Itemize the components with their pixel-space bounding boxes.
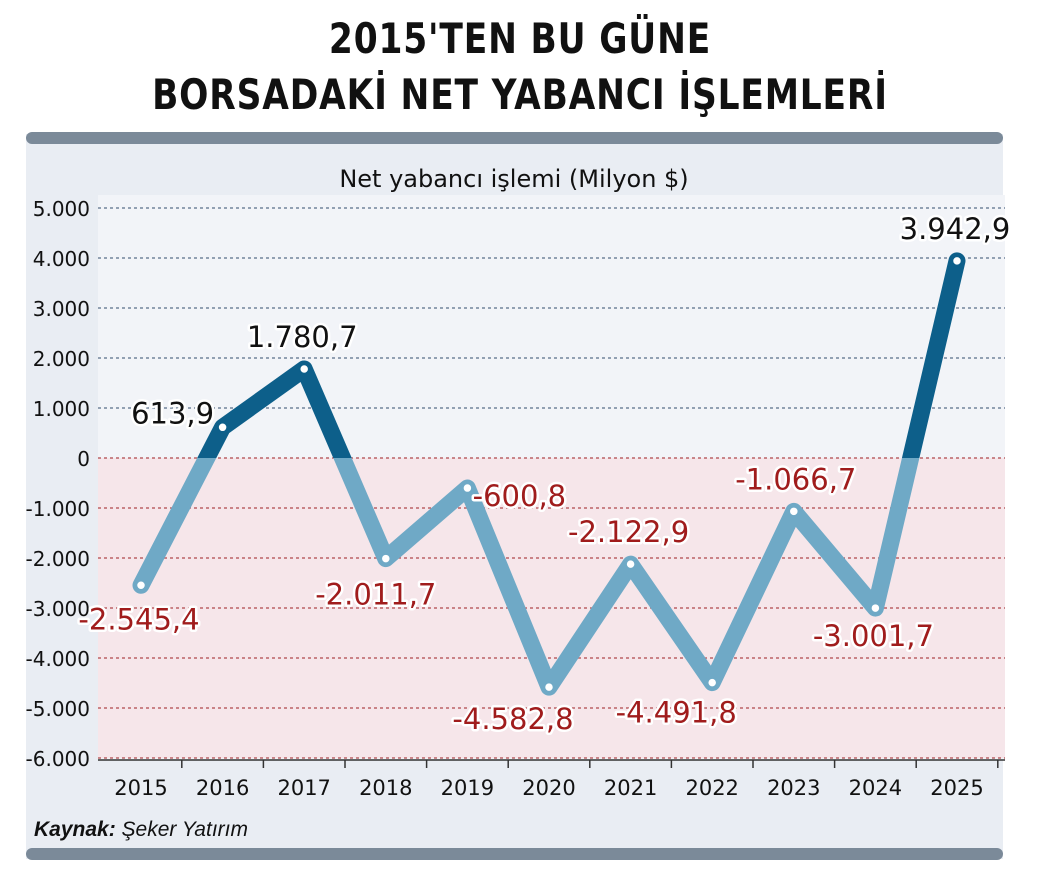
data-label: 613,9: [131, 396, 214, 430]
x-tick-label: 2023: [767, 776, 820, 800]
y-tick-label: 5.000: [33, 197, 90, 221]
x-tick-label: 2019: [441, 776, 494, 800]
y-tick-label: 1.000: [33, 397, 90, 421]
y-tick-label: 3.000: [33, 297, 90, 321]
data-label: 3.942,9: [900, 212, 1011, 246]
data-label: -4.491,8: [616, 696, 737, 730]
data-label: -2.011,7: [315, 578, 436, 612]
data-point: [217, 422, 228, 433]
y-tick-label: 0: [77, 447, 90, 471]
data-label: -2.545,4: [78, 602, 199, 636]
data-label: -600,8: [473, 479, 567, 513]
x-tick-label: 2018: [359, 776, 412, 800]
data-point: [951, 255, 963, 267]
series-line-positive-part: [197, 252, 966, 458]
source-label: Kaynak:: [34, 818, 116, 841]
x-tick-label: 2022: [685, 776, 738, 800]
x-tick-label: 2020: [522, 776, 575, 800]
title-line-2: BORSADAKİ NET YABANCI İŞLEMLERİ: [152, 70, 888, 119]
source-note: Kaynak: Şeker Yatırım: [34, 818, 248, 842]
data-label: -2.122,9: [568, 515, 689, 549]
panel-top-bar: [26, 132, 1003, 144]
x-tick-label: 2015: [114, 776, 167, 800]
y-tick-label: -6.000: [26, 747, 90, 771]
source-text: Şeker Yatırım: [121, 818, 248, 841]
panel-bottom-bar: [26, 848, 1003, 860]
y-tick-label: -4.000: [26, 647, 90, 671]
y-tick-label: -5.000: [26, 697, 90, 721]
data-point: [625, 558, 636, 570]
data-label: -4.582,8: [452, 702, 573, 736]
data-point: [135, 580, 147, 591]
data-label: 1.780,7: [247, 320, 358, 354]
y-tick-label: 2.000: [33, 347, 90, 371]
x-tick-label: 2024: [849, 776, 902, 800]
data-point: [788, 506, 800, 517]
data-label: -3.001,7: [813, 619, 934, 653]
data-point: [462, 482, 473, 494]
x-tick-label: 2021: [604, 776, 657, 800]
y-tick-label: -3.000: [26, 597, 90, 621]
y-tick-label: 4.000: [33, 247, 90, 271]
data-point: [870, 602, 881, 614]
data-label: -1.066,7: [735, 462, 856, 496]
chart-title: Net yabancı işlemi (Milyon $): [339, 165, 688, 193]
x-tick-label: 2016: [196, 776, 249, 800]
y-tick-label: -2.000: [26, 547, 90, 571]
data-point: [298, 363, 310, 375]
data-point: [706, 677, 718, 688]
title-line-1: 2015'TEN BU GÜNE: [328, 14, 712, 63]
data-point: [543, 681, 555, 693]
data-point: [380, 553, 392, 564]
x-tick-label: 2017: [277, 776, 330, 800]
y-tick-label: -1.000: [26, 497, 90, 521]
x-tick-label: 2025: [930, 776, 983, 800]
